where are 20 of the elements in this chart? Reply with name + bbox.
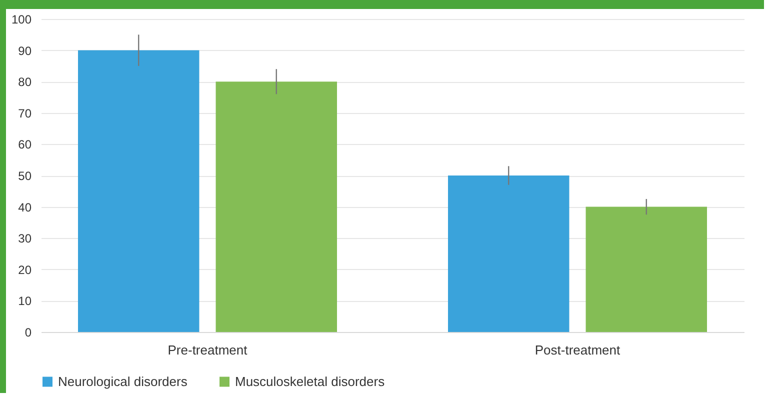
legend-label: Neurological disorders <box>58 374 188 389</box>
bar <box>448 176 570 332</box>
y-tick-label: 60 <box>18 138 32 152</box>
y-tick-label: 20 <box>18 262 32 277</box>
x-tick-label: Post-treatment <box>534 342 621 358</box>
y-tick-label: 30 <box>18 232 32 246</box>
y-tick-label: 80 <box>18 75 32 90</box>
y-tick-label: 10 <box>18 294 32 308</box>
y-tick-label: 90 <box>18 44 32 58</box>
legend-label: Musculoskeletal disorders <box>235 374 386 389</box>
y-tick-label: 70 <box>18 106 32 120</box>
bar <box>216 82 337 332</box>
bar <box>78 50 200 332</box>
x-tick-label: Pre-treatment <box>168 342 248 358</box>
y-tick-label: 40 <box>18 200 32 214</box>
bar <box>586 206 707 332</box>
page-frame: Pre-treatment Post-treatment 0 10 20 30 40 50 60 70 80 90 100 Neurological disorders Musculoskeletal disorders <box>0 0 764 393</box>
y-tick-label: 0 <box>24 326 32 340</box>
y-tick-label: 50 <box>18 169 32 183</box>
y-tick-label: 100 <box>11 12 32 26</box>
